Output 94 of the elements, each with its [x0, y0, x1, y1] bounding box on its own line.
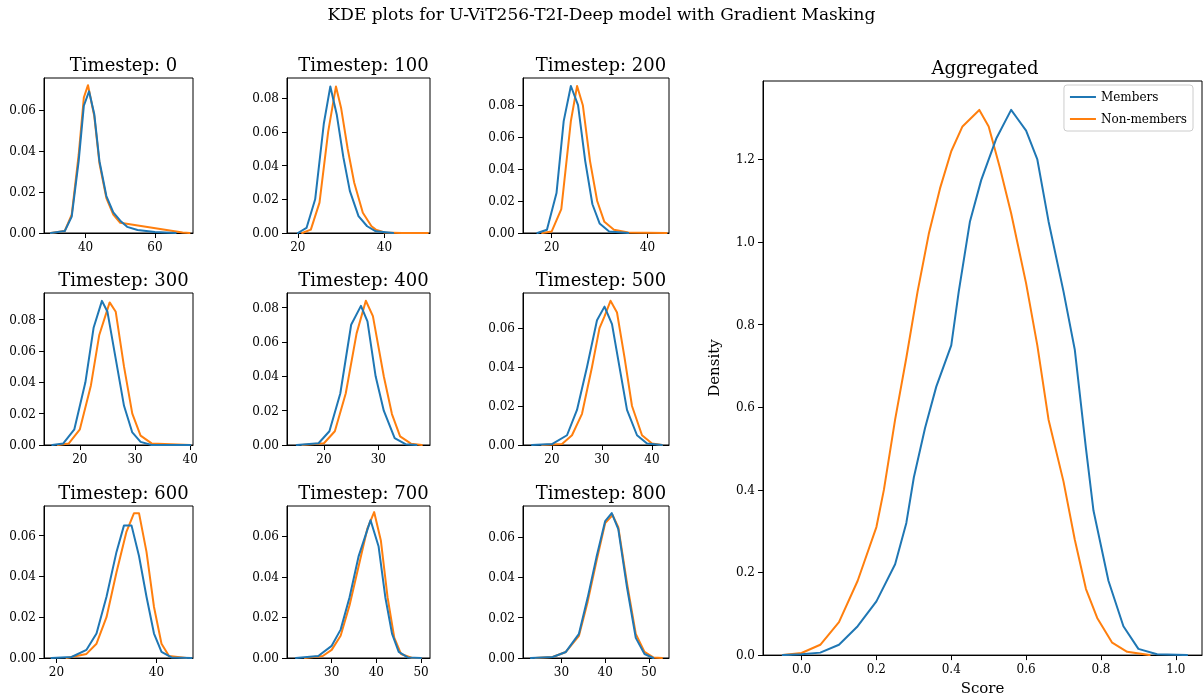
y-tick-label: 0.00 — [9, 226, 36, 240]
y-tick-label: 0.06 — [9, 102, 36, 117]
x-tick-label: 20 — [290, 240, 306, 254]
x-tick-label: 0.6 — [1016, 662, 1036, 677]
y-tick-label: 0.08 — [9, 312, 36, 327]
y-tick-label: 0.00 — [488, 651, 515, 665]
x-tick-label: 0.8 — [1091, 662, 1111, 677]
y-tick-label: 0.06 — [9, 343, 36, 358]
x-tick-label: 30 — [127, 452, 143, 466]
y-tick-label: 0.02 — [488, 194, 515, 209]
y-tick-label: 0.02 — [252, 192, 279, 207]
y-tick-label: 0.02 — [252, 403, 279, 418]
y-tick-label: 0.06 — [488, 321, 515, 336]
chart-title: Timestep: 200 — [535, 53, 667, 75]
x-tick-label: 0.2 — [866, 662, 886, 677]
line-series — [536, 84, 630, 234]
x-tick-label: 60 — [147, 240, 163, 254]
text: KDE plots for U-ViT256-T2I-Deep model with Gradient Masking — [326, 4, 877, 24]
y-tick-label: 0.00 — [488, 226, 515, 240]
y-tick-label: 0.04 — [9, 143, 37, 158]
chart-title: Timestep: 600 — [58, 481, 189, 503]
y-tick-label: 0.04 — [252, 569, 280, 584]
y-tick-label: 0.02 — [9, 610, 36, 625]
x-tick-label: 20 — [316, 452, 332, 466]
y-tick-label: 0.06 — [252, 529, 279, 544]
x-tick-label: 0.4 — [941, 662, 962, 677]
y-tick-label: 0.00 — [252, 651, 279, 665]
y-tick-label: 0.04 — [252, 369, 280, 384]
chart-title: Timestep: 700 — [298, 481, 429, 503]
x-tick-label: 1.0 — [1166, 662, 1186, 677]
y-tick-label: 0.0 — [735, 648, 755, 663]
x-tick-label: 40 — [182, 452, 198, 466]
x-tick-label: 30 — [594, 452, 610, 466]
x-tick-label: 0.0 — [792, 662, 812, 677]
y-tick-label: 0.02 — [9, 184, 36, 199]
y-tick-label: 0.08 — [252, 91, 279, 106]
line-series — [296, 85, 395, 234]
y-tick-label: 0.06 — [488, 530, 515, 545]
y-tick-label: 0.02 — [488, 610, 515, 625]
y-tick-label: 0.02 — [9, 406, 36, 421]
y-tick-label: 0.6 — [735, 400, 755, 415]
y-tick-label: 0.04 — [9, 375, 37, 390]
chart-title: Timestep: 300 — [58, 268, 189, 290]
y-tick-label: 0.00 — [9, 651, 36, 665]
y-tick-label: 0.06 — [488, 130, 515, 145]
y-tick-label: 0.00 — [252, 226, 279, 240]
x-tick-label: 40 — [597, 665, 613, 679]
y-tick-label: 0.04 — [488, 360, 516, 375]
y-tick-label: 0.06 — [252, 124, 279, 139]
chart-title: Timestep: 500 — [535, 268, 667, 290]
y-tick-label: 0.06 — [9, 528, 36, 543]
y-tick-label: 0.00 — [9, 438, 36, 452]
y-tick-label: 0.4 — [735, 482, 756, 497]
y-tick-label: 0.04 — [252, 158, 280, 173]
y-tick-label: 0.04 — [9, 569, 37, 584]
x-tick-label: 30 — [370, 452, 386, 466]
chart-title: Timestep: 800 — [535, 481, 667, 503]
y-tick-label: 0.00 — [488, 438, 515, 452]
chart-title: Timestep: 0 — [69, 53, 178, 75]
x-tick-label: 20 — [544, 240, 560, 254]
x-tick-label: 40 — [368, 665, 385, 679]
legend-label: Non-members — [1100, 112, 1187, 126]
line-series — [541, 84, 668, 234]
y-tick-label: 0.2 — [735, 565, 755, 580]
x-tick-label: 40 — [148, 665, 165, 679]
legend-label: Members — [1100, 90, 1159, 104]
y-tick-label: 0.04 — [488, 162, 516, 177]
x-tick-label: 50 — [413, 665, 429, 679]
x-tick-label: 20 — [544, 452, 560, 466]
y-tick-label: 0.04 — [488, 570, 516, 585]
y-axis-title: Density — [704, 338, 723, 397]
chart-title: Timestep: 100 — [298, 53, 429, 75]
x-tick-label: 30 — [553, 665, 570, 679]
x-tick-label: 50 — [641, 665, 657, 679]
x-tick-label: 40 — [77, 240, 94, 254]
x-tick-label: 20 — [72, 452, 88, 466]
x-tick-label: 40 — [644, 452, 660, 466]
x-axis-title: Score — [960, 678, 1005, 697]
y-tick-label: 0.06 — [252, 334, 279, 349]
line-series — [50, 524, 193, 659]
y-tick-label: 0.02 — [252, 610, 279, 625]
chart-title: Aggregated — [930, 56, 1039, 78]
y-tick-label: 0.02 — [488, 399, 515, 414]
x-tick-label: 40 — [376, 240, 393, 254]
y-tick-label: 1.2 — [735, 152, 755, 167]
x-tick-label: 40 — [639, 240, 656, 254]
y-tick-label: 0.8 — [735, 317, 755, 332]
y-tick-label: 0.08 — [488, 98, 515, 113]
y-tick-label: 0.00 — [252, 438, 279, 452]
x-tick-label: 30 — [324, 665, 340, 679]
x-tick-label: 20 — [48, 665, 65, 679]
y-tick-label: 0.08 — [252, 300, 279, 315]
line-series — [301, 85, 429, 234]
chart-title: Timestep: 400 — [298, 268, 429, 290]
